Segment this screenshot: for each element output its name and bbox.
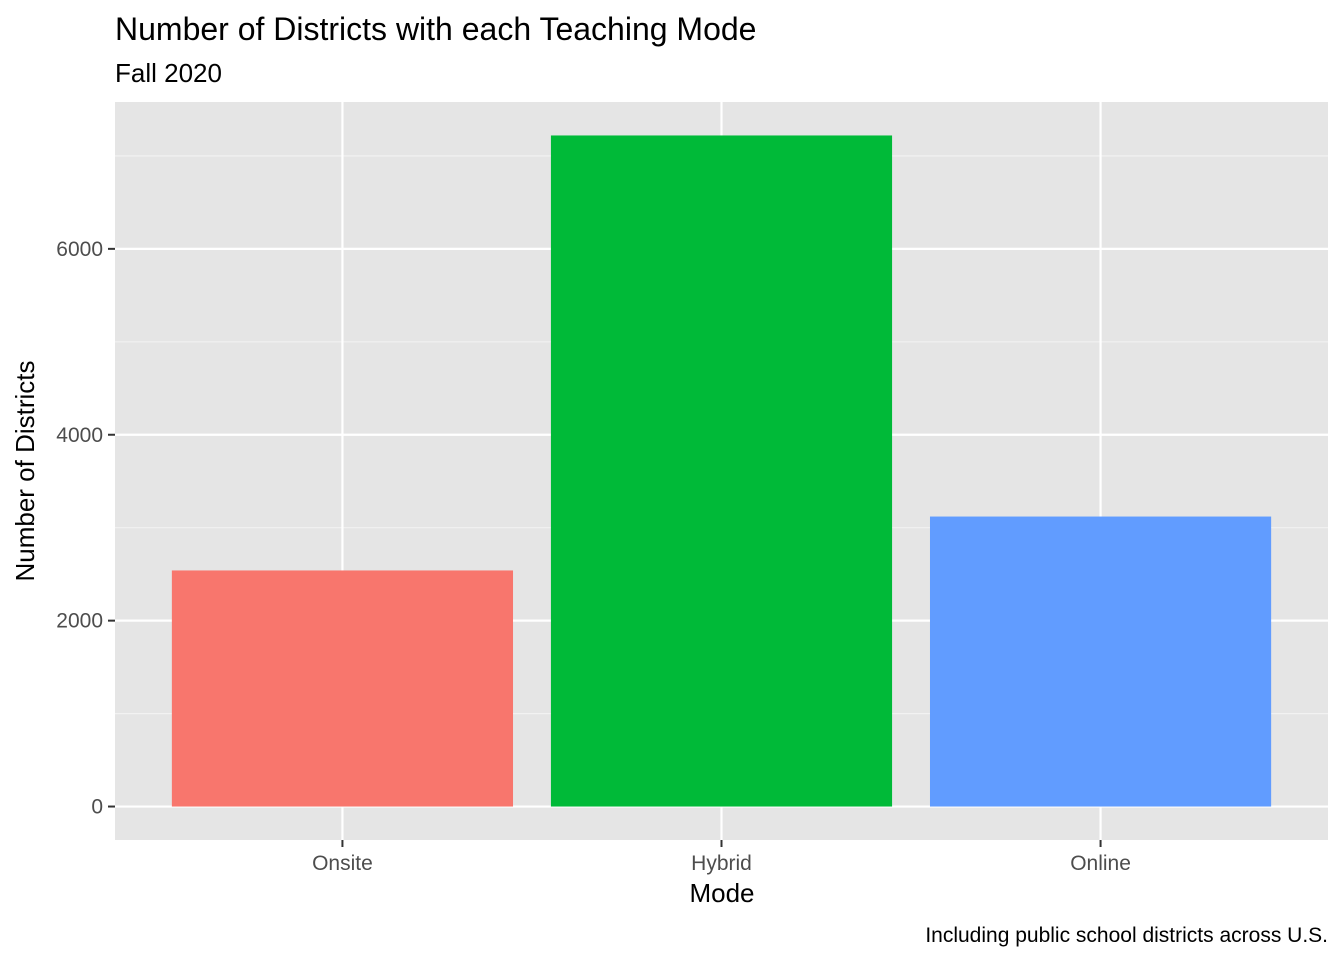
y-tick-label: 4000 bbox=[56, 424, 103, 447]
chart-title: Number of Districts with each Teaching M… bbox=[115, 11, 756, 47]
y-axis-title: Number of Districts bbox=[10, 360, 40, 581]
y-tick-label: 2000 bbox=[56, 610, 103, 633]
chart-subtitle: Fall 2020 bbox=[115, 58, 222, 88]
x-tick-label: Onsite bbox=[312, 852, 373, 875]
y-axis: 0 2000 4000 6000 bbox=[56, 238, 115, 819]
bars bbox=[171, 135, 1272, 807]
bar-hybrid bbox=[550, 135, 893, 807]
bar-online bbox=[929, 516, 1272, 807]
x-tick-label: Online bbox=[1070, 852, 1131, 875]
x-axis-title: Mode bbox=[689, 878, 754, 908]
x-tick-label: Hybrid bbox=[691, 852, 752, 875]
chart-caption: Including public school districts across… bbox=[925, 924, 1328, 947]
y-tick-label: 6000 bbox=[56, 238, 103, 261]
bar-onsite bbox=[171, 570, 514, 807]
y-tick-label: 0 bbox=[91, 796, 103, 819]
x-axis: Onsite Hybrid Online bbox=[312, 840, 1131, 875]
